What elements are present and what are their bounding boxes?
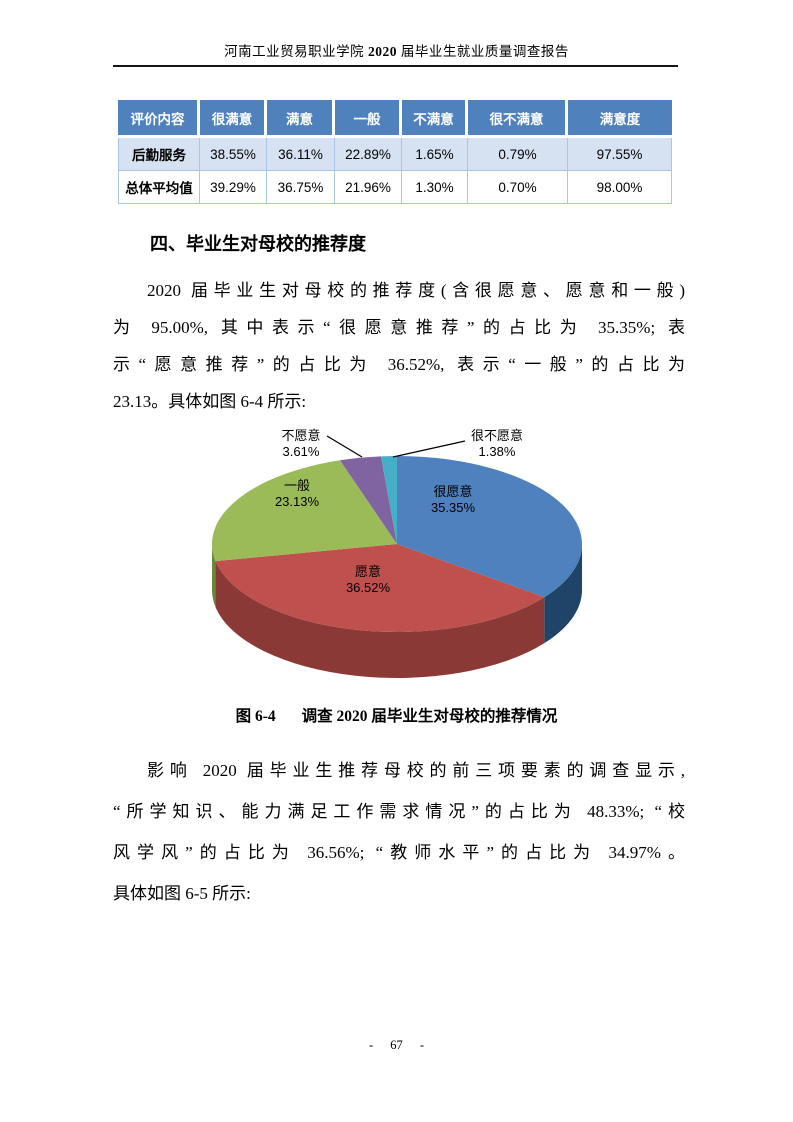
table-cell: 97.55% [568, 138, 672, 171]
pie-label-0: 很愿意 35.35% [431, 484, 475, 516]
page-number: - 67 - [368, 1038, 425, 1052]
table-header-cell: 不满意 [402, 100, 468, 138]
table-header-cell: 很不满意 [468, 100, 568, 138]
table-header-cell: 一般 [335, 100, 402, 138]
pie-slice-3 [339, 456, 397, 544]
table-row: 后勤服务 38.55% 36.11% 22.89% 1.65% 0.79% 97.55% [118, 138, 672, 171]
para-recommendation: 2020 届毕业生对母校的推荐度(含很愿意、愿意和一般) 为 95.00%, 其… [113, 272, 685, 420]
pie-slice-2 [211, 460, 397, 562]
pie-label-value: 3.61% [282, 444, 320, 459]
pie-slice-0 [397, 456, 582, 598]
running-header: 河南工业贸易职业学院 2020 届毕业生就业质量调查报告 [0, 40, 793, 60]
pie-label-1: 愿意 36.52% [346, 564, 390, 596]
pie-label-name: 很不愿意 [470, 428, 524, 443]
table-cell: 21.96% [335, 171, 402, 204]
figure-caption-number: 图 6-4 [235, 708, 276, 725]
pie-side-1 [215, 561, 545, 678]
satisfaction-table: 评价内容 很满意 满意 一般 不满意 很不满意 满意度 后勤服务 38.55% 36.11% 22… [118, 100, 672, 204]
header-divider [113, 65, 678, 67]
text-line: 影响 2020 届毕业生推荐母校的前三项要素的调查显示, [147, 761, 685, 780]
text-line: 2020 届毕业生对母校的推荐度(含很愿意、愿意和一般) [147, 281, 685, 300]
table-cell: 36.11% [267, 138, 335, 171]
text-line: 示“愿意推荐”的占比为 36.52%, 表示“一般”的占比为 [113, 355, 685, 374]
text-line: 为 95.00%, 其中表示“很愿意推荐”的占比为 35.35%; 表 [113, 318, 685, 337]
table-cell: 39.29% [200, 171, 267, 204]
section-heading: 四、毕业生对母校的推荐度 [150, 234, 366, 254]
figure-caption: 图 6-4 调查 2020 届毕业生对母校的推荐情况 [0, 704, 793, 726]
table-cell: 38.55% [200, 138, 267, 171]
table-row-label: 总体平均值 [118, 171, 200, 204]
pie-label-value: 23.13% [274, 494, 320, 509]
table-header-cell: 满意 [267, 100, 335, 138]
text-line: 具体如图 6-5 所示: [113, 884, 251, 903]
pie-slice-4 [380, 456, 397, 544]
pie-label-name: 一般 [283, 478, 310, 493]
pie-label-3: 不愿意 3.61% [281, 428, 320, 460]
table-header-cell: 满意度 [568, 100, 672, 138]
table-cell: 1.65% [402, 138, 468, 171]
table-cell: 22.89% [335, 138, 402, 171]
table-header-cell: 评价内容 [118, 100, 200, 138]
pie-label-4: 很不愿意 1.38% [471, 428, 523, 460]
satisfaction-table-wrap: 评价内容 很满意 满意 一般 不满意 很不满意 满意度 后勤服务 38.55% 36.11% 22… [118, 100, 672, 204]
running-header-text: 河南工业贸易职业学院 [224, 44, 368, 59]
table-header-cell: 很满意 [200, 100, 267, 138]
satisfaction-table-body: 后勤服务 38.55% 36.11% 22.89% 1.65% 0.79% 97.55% 总体… [118, 138, 672, 204]
running-header-text-tail: 届毕业生就业质量调查报告 [397, 44, 569, 59]
pie-label-name: 愿意 [354, 564, 381, 579]
table-cell: 98.00% [568, 171, 672, 204]
text-line: 23.13。具体如图 6-4 所示: [113, 392, 307, 411]
table-cell: 0.70% [468, 171, 568, 204]
text-line: 风学风”的占比为 36.56%; “教师水平”的占比为 34.97%。 [113, 843, 685, 862]
table-cell: 0.79% [468, 138, 568, 171]
pie-label-value: 35.35% [430, 500, 476, 515]
table-row: 总体平均值 39.29% 36.75% 21.96% 1.30% 0.70% 98.00% [118, 171, 672, 204]
leader-line [326, 435, 363, 458]
figure-caption-text: 调查 2020 届毕业生对母校的推荐情况 [301, 708, 558, 725]
text-line: “所学知识、能力满足工作需求情况”的占比为 48.33%; “校 [113, 802, 685, 821]
pie-label-value: 36.52% [345, 580, 391, 595]
running-header-year: 2020 [368, 44, 397, 59]
table-row-label: 后勤服务 [118, 138, 200, 171]
table-cell: 36.75% [267, 171, 335, 204]
pie-label-name: 很愿意 [433, 484, 473, 499]
pie-side-0 [544, 544, 582, 644]
satisfaction-table-header-row: 评价内容 很满意 满意 一般 不满意 很不满意 满意度 [118, 100, 672, 138]
pie-label-2: 一般 23.13% [275, 478, 319, 510]
table-cell: 1.30% [402, 171, 468, 204]
pie-slice-1 [215, 544, 545, 632]
leader-line [392, 440, 466, 458]
pie-label-value: 1.38% [478, 444, 516, 459]
pie-label-name: 不愿意 [281, 428, 321, 443]
pie-side-2 [212, 544, 216, 608]
para-top-factors: 影响 2020 届毕业生推荐母校的前三项要素的调查显示, “所学知识、能力满足工… [113, 750, 685, 914]
